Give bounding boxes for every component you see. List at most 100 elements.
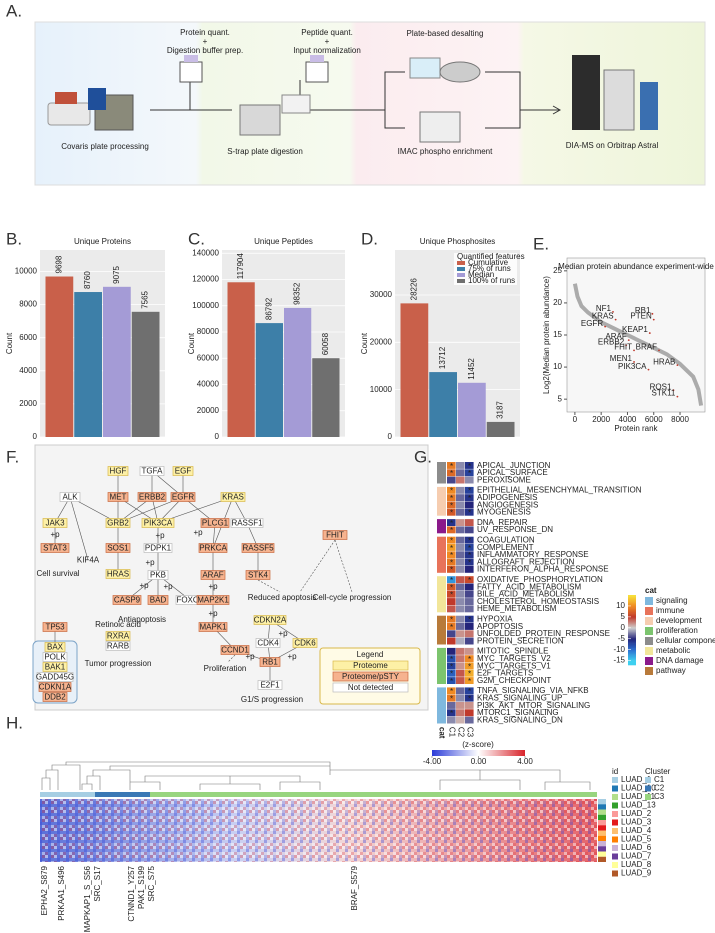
row-label: MYC_TARGETS_V2 bbox=[477, 654, 551, 663]
significance-mark: * bbox=[468, 677, 471, 686]
y-tick-label: 6000 bbox=[19, 333, 37, 342]
column-label: MAPKAP1_S_S56 bbox=[83, 865, 92, 932]
significance-mark: * bbox=[468, 469, 471, 478]
significance-mark: * bbox=[468, 662, 471, 671]
bar bbox=[45, 276, 74, 437]
legend-title: Quantified features bbox=[457, 252, 525, 261]
node-label: PRKCA bbox=[199, 544, 227, 553]
legend-title: id bbox=[612, 767, 618, 776]
legend-swatch bbox=[612, 785, 618, 792]
heatmap-cell bbox=[465, 637, 474, 645]
heatmap-cell bbox=[456, 605, 465, 613]
row-label: UV_RESPONSE_DN bbox=[477, 525, 553, 534]
annotation: RB1 bbox=[635, 306, 651, 315]
colorbar-segment bbox=[628, 628, 636, 631]
legend-swatch bbox=[645, 607, 653, 615]
heatmap-cell bbox=[447, 605, 456, 613]
heatmap-cell bbox=[447, 501, 456, 509]
annotation: KEAP1 bbox=[622, 325, 648, 334]
heatmap-cell bbox=[447, 716, 456, 724]
colorbar-segment bbox=[628, 656, 636, 658]
row-label: KRAS_SIGNALING_UP bbox=[477, 693, 562, 702]
panel-label: C. bbox=[188, 229, 205, 248]
bar bbox=[255, 323, 283, 437]
pathway-node bbox=[42, 622, 68, 632]
node-label: ALK bbox=[62, 493, 78, 502]
significance-mark: * bbox=[450, 709, 453, 718]
legend-label: LUAD_4 bbox=[621, 826, 652, 835]
category-bar bbox=[437, 615, 446, 645]
significance-mark: * bbox=[450, 558, 453, 567]
heatmap-cell bbox=[456, 647, 465, 655]
node-label: KRAS bbox=[222, 493, 244, 502]
pathway-node bbox=[44, 642, 66, 652]
phospho-mark: +p bbox=[287, 652, 297, 661]
id-bar bbox=[598, 841, 606, 847]
legend-label: LUAD_11 bbox=[621, 792, 656, 801]
node-label: GADD45G bbox=[36, 673, 74, 682]
pathway-edge bbox=[69, 496, 89, 561]
pathway-node bbox=[170, 492, 196, 502]
colorbar-segment bbox=[628, 623, 636, 625]
pathway-node bbox=[137, 492, 167, 502]
colorbar-segment bbox=[628, 627, 636, 630]
heatmap-cell bbox=[447, 694, 456, 702]
heatmap-cell bbox=[447, 544, 456, 551]
panel-label: B. bbox=[6, 229, 22, 248]
row-label: OXIDATIVE_PHOSPHORYLATION bbox=[477, 575, 603, 584]
significance-mark: * bbox=[468, 536, 471, 545]
node-label: PDPK1 bbox=[145, 544, 172, 553]
bar bbox=[103, 286, 131, 437]
column-label: C1 bbox=[447, 727, 456, 738]
bar bbox=[74, 292, 102, 437]
node-label: CDKN1A bbox=[39, 683, 72, 692]
id-bar bbox=[598, 799, 606, 805]
colorbar-segment bbox=[628, 604, 636, 607]
heatmap-cell bbox=[456, 677, 465, 684]
x-tick-label: 8000 bbox=[671, 415, 689, 424]
heatmap-cell bbox=[447, 526, 456, 534]
annotation-point bbox=[614, 318, 617, 321]
significance-mark: * bbox=[450, 526, 453, 535]
colorbar-segment bbox=[628, 612, 636, 614]
heatmap-cell bbox=[456, 536, 465, 544]
y-tick-label: 0 bbox=[215, 432, 220, 441]
id-bar bbox=[598, 851, 606, 857]
y-tick-label: 8000 bbox=[19, 300, 37, 309]
colorbar-segment bbox=[628, 597, 636, 599]
node-label: PIK3CA bbox=[144, 519, 173, 528]
annotation: HRAB bbox=[653, 357, 675, 366]
heatmap-cell bbox=[456, 623, 465, 630]
pathway-node bbox=[105, 518, 131, 528]
legend-swatch bbox=[457, 279, 465, 283]
bar bbox=[429, 372, 457, 437]
legend-swatch bbox=[612, 836, 618, 843]
y-tick-label: 2000 bbox=[19, 399, 37, 408]
node-label: RARB bbox=[107, 642, 129, 651]
heatmap-cell bbox=[447, 486, 456, 494]
id-bar bbox=[598, 804, 606, 810]
colorbar-segment bbox=[628, 624, 636, 626]
colorbar-segment bbox=[628, 610, 636, 612]
colorbar-segment bbox=[628, 659, 636, 661]
legend-title: Cluster bbox=[645, 767, 671, 776]
pathway-node bbox=[42, 652, 68, 662]
legend-label: Not detected bbox=[348, 683, 393, 692]
annotation-point bbox=[647, 368, 650, 371]
row-label: ALLOGRAFT_REJECTION bbox=[477, 557, 575, 566]
row-label: MYC_TARGETS_V1 bbox=[477, 661, 551, 670]
phospho-mark: +p bbox=[278, 629, 288, 638]
heatmap-cell bbox=[447, 709, 456, 717]
legend-swatch bbox=[332, 682, 409, 693]
pathway-node bbox=[42, 662, 68, 672]
heatmap-cell bbox=[465, 558, 474, 566]
category-bar bbox=[437, 462, 446, 484]
value-label: 13712 bbox=[438, 346, 447, 369]
heatmap-cell bbox=[447, 558, 456, 566]
heatmap-cell bbox=[447, 662, 456, 670]
workflow-label: Input normalization bbox=[293, 46, 361, 55]
heatmap-cell bbox=[465, 462, 474, 469]
legend-label: LUAD_3 bbox=[621, 818, 652, 827]
y-axis-label: Count bbox=[5, 332, 14, 354]
legend-label: LUAD_13 bbox=[621, 801, 656, 810]
